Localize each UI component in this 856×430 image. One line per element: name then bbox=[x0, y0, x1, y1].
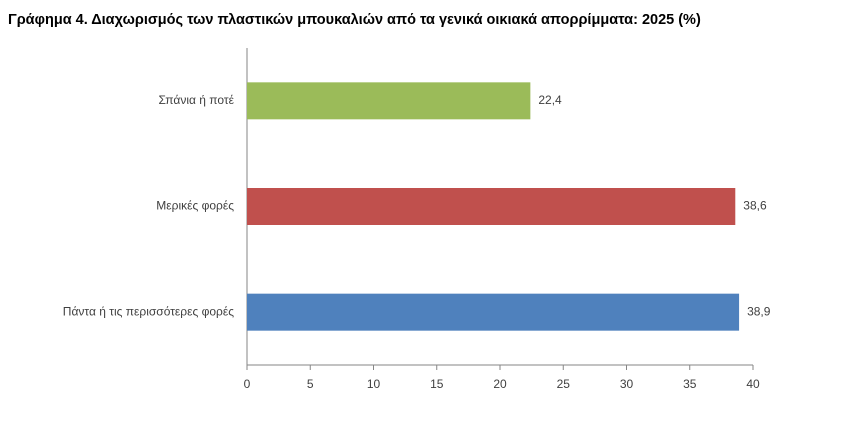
x-tick-label: 20 bbox=[493, 377, 507, 391]
y-tick-label: Σπάνια ή ποτέ bbox=[158, 93, 234, 107]
value-label: 38,9 bbox=[747, 304, 771, 318]
value-label: 38,6 bbox=[743, 199, 767, 213]
x-tick-label: 35 bbox=[683, 377, 697, 391]
x-tick-label: 30 bbox=[620, 377, 634, 391]
bar bbox=[247, 188, 736, 225]
x-tick-label: 5 bbox=[307, 377, 314, 391]
x-tick-label: 40 bbox=[746, 377, 760, 391]
bar bbox=[247, 293, 740, 331]
bar bbox=[247, 82, 531, 120]
value-label: 22,4 bbox=[538, 93, 562, 107]
x-tick-label: 10 bbox=[367, 377, 381, 391]
x-tick-label: 0 bbox=[244, 377, 251, 391]
y-tick-label: Μερικές φορές bbox=[156, 199, 234, 213]
x-tick-label: 25 bbox=[557, 377, 571, 391]
chart-title: Γράφημα 4. Διαχωρισμός των πλαστικών μπο… bbox=[8, 12, 701, 28]
x-tick-label: 15 bbox=[430, 377, 444, 391]
y-tick-label: Πάντα ή τις περισσότερες φορές bbox=[63, 304, 234, 318]
